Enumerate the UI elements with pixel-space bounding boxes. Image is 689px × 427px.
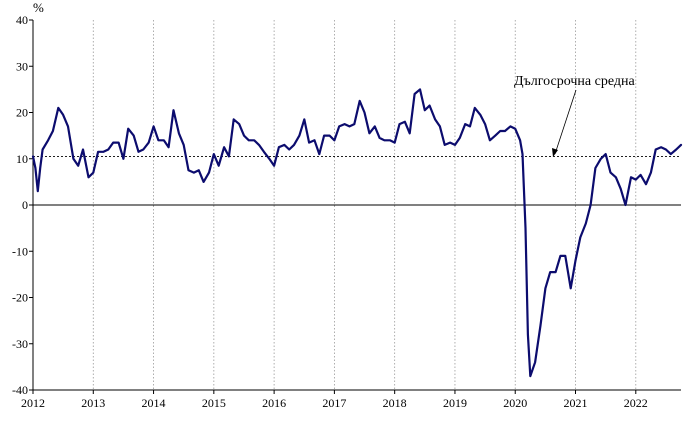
y-tick-label: 30 xyxy=(16,59,28,73)
x-tick-label: 2015 xyxy=(202,396,226,410)
x-tick-label: 2021 xyxy=(564,396,588,410)
y-tick-label: 0 xyxy=(22,198,28,212)
y-tick-label: 10 xyxy=(16,152,28,166)
y-tick-label: -40 xyxy=(12,383,28,397)
average-annotation-arrow xyxy=(554,89,577,155)
y-tick-label: -10 xyxy=(12,244,28,258)
x-tick-label: 2013 xyxy=(81,396,105,410)
x-tick-label: 2017 xyxy=(322,396,346,410)
average-annotation-arrowhead xyxy=(552,148,558,157)
x-tick-label: 2014 xyxy=(142,396,166,410)
x-tick-label: 2018 xyxy=(383,396,407,410)
average-annotation: Дългосрочна средна xyxy=(514,74,635,157)
x-tick-label: 2012 xyxy=(21,396,45,410)
y-tick-label: 20 xyxy=(16,106,28,120)
axes xyxy=(29,19,681,394)
series-line xyxy=(31,88,683,378)
x-tick-label: 2016 xyxy=(262,396,286,410)
x-tick-label: 2019 xyxy=(443,396,467,410)
x-tick-label: 2020 xyxy=(503,396,527,410)
unit-label: % xyxy=(33,0,44,15)
y-tick-label: -30 xyxy=(12,337,28,351)
grid-lines xyxy=(92,20,637,390)
series-layer xyxy=(31,88,683,378)
average-annotation-label: Дългосрочна средна xyxy=(514,74,635,89)
y-tick-label: 40 xyxy=(16,13,28,27)
x-tick-label: 2022 xyxy=(624,396,648,410)
y-tick-label: -20 xyxy=(12,291,28,305)
